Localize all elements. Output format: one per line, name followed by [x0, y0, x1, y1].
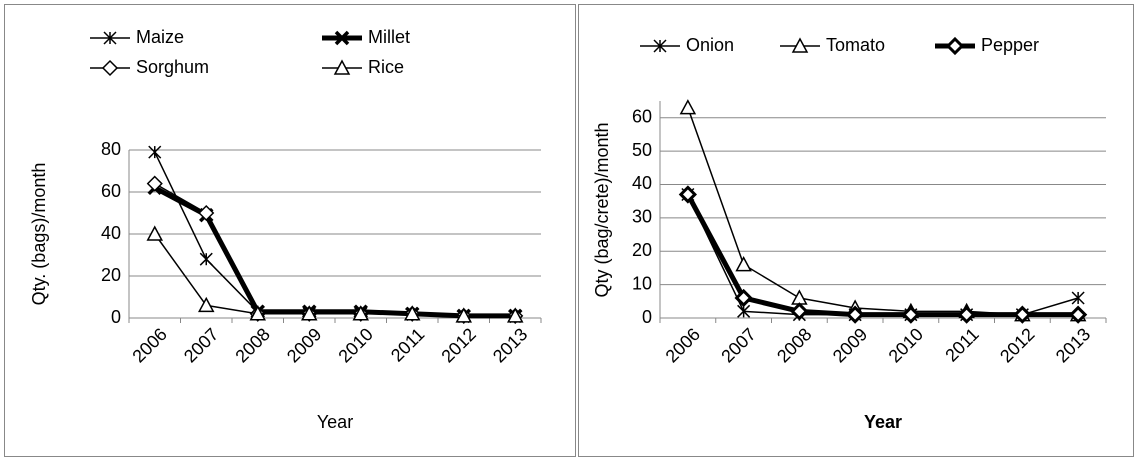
marker-shape	[455, 307, 473, 323]
legend-marker	[334, 30, 350, 46]
legend-label: Millet	[368, 27, 410, 47]
point-marker	[957, 305, 976, 324]
marker-shape	[901, 305, 920, 324]
marker-shape	[679, 99, 697, 115]
marker-shape	[352, 305, 370, 321]
point-marker	[300, 305, 318, 321]
chart-frame	[578, 4, 1134, 457]
y-tick-label: 0	[642, 307, 652, 327]
point-marker	[735, 256, 752, 272]
point-marker	[146, 225, 164, 241]
legend-marker	[103, 31, 117, 45]
marker-shape	[678, 185, 697, 204]
legend-label: Sorghum	[136, 57, 209, 77]
marker-shape	[846, 305, 865, 324]
point-marker	[734, 288, 753, 308]
series-line	[154, 233, 516, 317]
marker-shape	[197, 296, 215, 313]
point-marker	[249, 305, 267, 321]
legend-label: Tomato	[826, 35, 885, 55]
legend-marker	[791, 37, 809, 53]
y-tick-label: 10	[632, 273, 652, 293]
y-tick-label: 20	[101, 265, 121, 285]
y-axis-title: Qty (bag/crete)/month	[592, 122, 612, 297]
marker-shape	[791, 37, 809, 53]
legend-marker	[945, 36, 965, 56]
x-axis-title: Year	[317, 412, 353, 432]
marker-shape	[146, 175, 163, 192]
legend-label: Rice	[368, 57, 404, 77]
marker-shape	[735, 256, 752, 272]
y-tick-label: 60	[101, 181, 121, 201]
point-marker	[737, 304, 751, 318]
y-tick-label: 80	[101, 139, 121, 159]
point-marker	[679, 99, 697, 115]
point-marker	[455, 307, 473, 323]
marker-shape	[403, 305, 421, 321]
marker-shape	[734, 288, 753, 308]
y-axis-title: Qty. (bags)/month	[29, 163, 49, 306]
y-tick-label: 20	[632, 240, 652, 260]
point-marker	[846, 305, 865, 324]
marker-shape	[101, 59, 119, 77]
point-marker	[1071, 291, 1085, 305]
legend-label: Maize	[136, 27, 184, 47]
marker-shape	[506, 307, 524, 323]
point-marker	[506, 307, 524, 323]
marker-shape	[333, 59, 351, 75]
point-marker	[352, 305, 370, 321]
marker-shape	[957, 305, 976, 324]
y-tick-label: 50	[632, 140, 652, 160]
chart-frame	[4, 4, 576, 457]
point-marker	[199, 252, 213, 266]
point-marker	[678, 185, 697, 204]
y-tick-label: 40	[632, 173, 652, 193]
marker-shape	[1069, 305, 1088, 324]
marker-shape	[249, 305, 267, 321]
point-marker	[146, 175, 163, 192]
point-marker	[148, 145, 162, 159]
point-marker	[197, 296, 215, 313]
legend-marker	[101, 59, 119, 77]
marker-shape	[1013, 305, 1032, 324]
marker-shape	[300, 305, 318, 321]
point-marker	[198, 204, 215, 222]
point-marker	[790, 302, 809, 321]
marker-shape	[790, 302, 809, 321]
legend-marker	[333, 59, 351, 75]
legend-marker	[653, 39, 667, 53]
point-marker	[1013, 305, 1032, 324]
marker-shape	[146, 225, 164, 241]
point-marker	[403, 305, 421, 321]
marker-shape	[945, 36, 965, 56]
y-tick-label: 30	[632, 207, 652, 227]
legend-label: Pepper	[981, 35, 1039, 55]
point-marker	[901, 305, 920, 324]
x-axis-title: Year	[864, 412, 902, 432]
y-tick-label: 40	[101, 223, 121, 243]
y-tick-label: 60	[632, 106, 652, 126]
marker-stroke	[334, 30, 350, 46]
series-line	[685, 193, 1079, 318]
y-tick-label: 0	[111, 307, 121, 327]
point-marker	[1069, 305, 1088, 324]
legend-label: Onion	[686, 35, 734, 55]
marker-shape	[198, 204, 215, 222]
